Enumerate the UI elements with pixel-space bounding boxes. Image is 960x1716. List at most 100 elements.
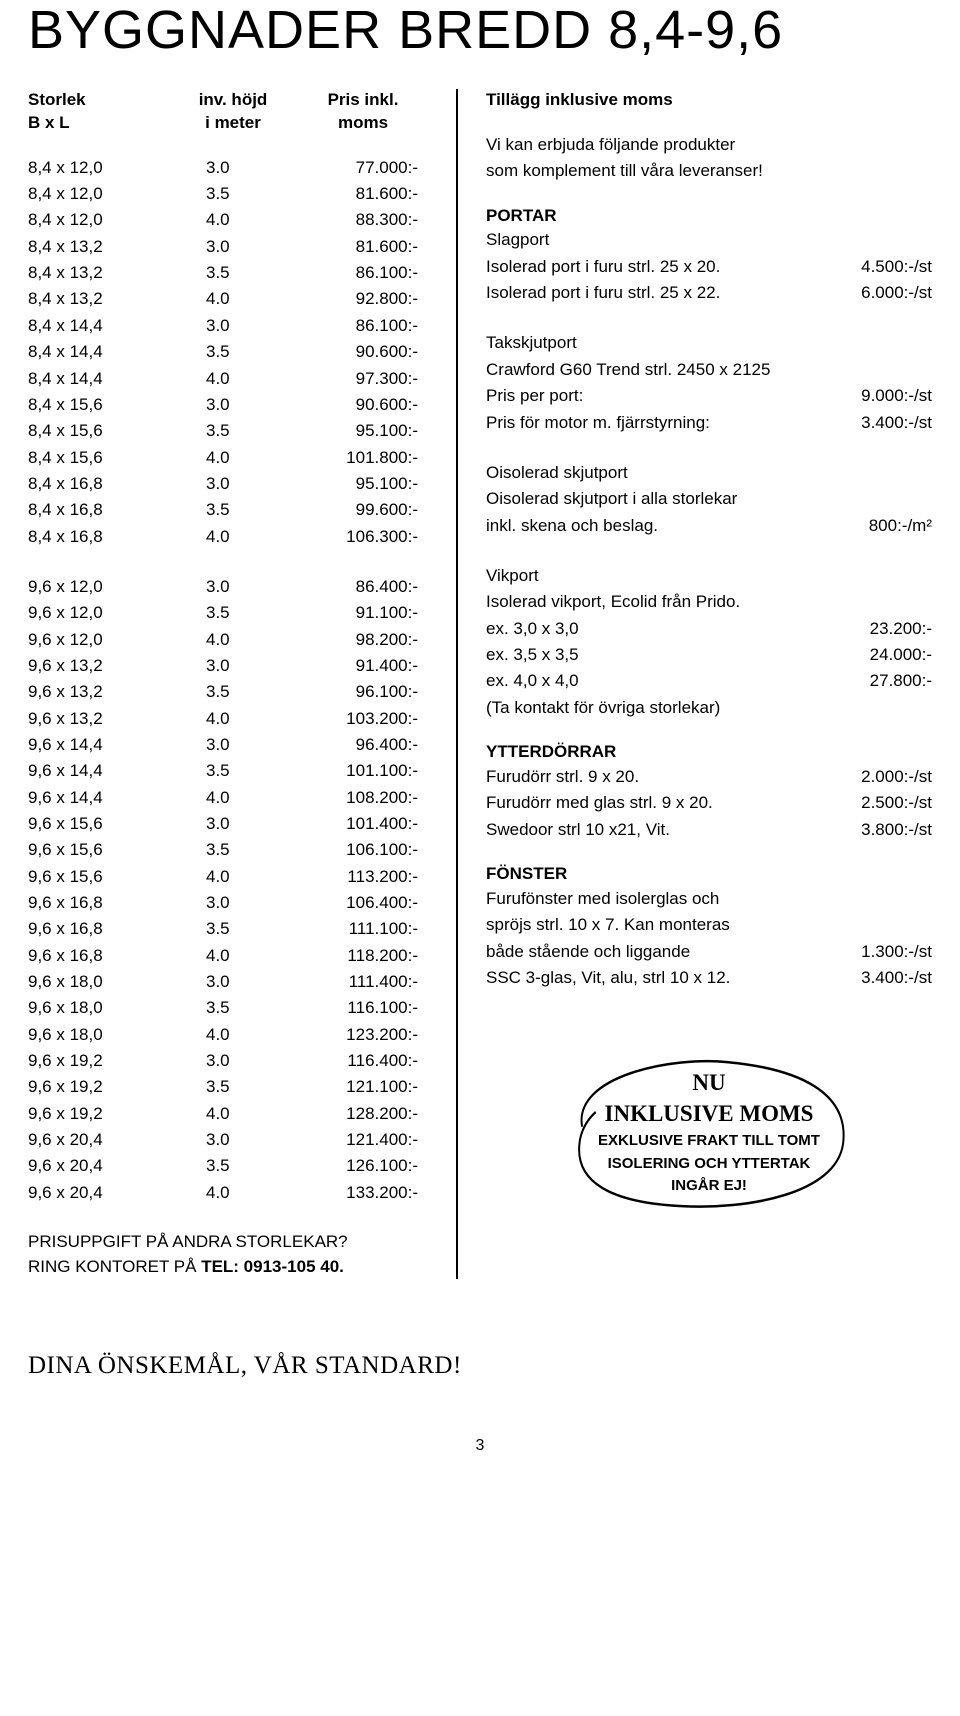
two-column-layout: Storlek B x L inv. höjd i meter Pris ink… bbox=[28, 89, 932, 1280]
height-cell: 3.0 bbox=[178, 392, 288, 418]
price-row: 9,6 x 14,43.096.400:- bbox=[28, 732, 438, 758]
height-cell: 3.0 bbox=[178, 890, 288, 916]
price-row: 9,6 x 15,63.0101.400:- bbox=[28, 811, 438, 837]
intro-line2: som komplement till våra leveranser! bbox=[486, 158, 932, 184]
price-cell: 116.400:- bbox=[288, 1048, 438, 1074]
ytter-row1: Furudörr strl. 9 x 20. 2.000:-/st bbox=[486, 764, 932, 790]
portar-row3: Pris per port: 9.000:-/st bbox=[486, 383, 932, 409]
row-label: både stående och liggande bbox=[486, 939, 812, 965]
height-cell: 4.0 bbox=[178, 1022, 288, 1048]
price-cell: 90.600:- bbox=[288, 392, 438, 418]
price-cell: 86.400:- bbox=[288, 574, 438, 600]
price-row: 8,4 x 16,83.095.100:- bbox=[28, 471, 438, 497]
price-row: 9,6 x 20,43.5126.100:- bbox=[28, 1153, 438, 1179]
height-cell: 4.0 bbox=[178, 445, 288, 471]
size-cell: 9,6 x 12,0 bbox=[28, 574, 178, 600]
portar-row7: ex. 3,5 x 3,5 24.000:- bbox=[486, 642, 932, 668]
price-row: 9,6 x 20,44.0133.200:- bbox=[28, 1180, 438, 1206]
price-row: 9,6 x 13,23.091.400:- bbox=[28, 653, 438, 679]
callout-badge: NU INKLUSIVE MOMS EXKLUSIVE FRAKT TILL T… bbox=[564, 1053, 854, 1212]
height-cell: 4.0 bbox=[178, 286, 288, 312]
vikport-line3: (Ta kontakt för övriga storlekar) bbox=[486, 695, 932, 721]
row-price: 27.800:- bbox=[812, 668, 932, 694]
vikport-line2: Isolerad vikport, Ecolid från Prido. bbox=[486, 589, 932, 615]
right-heading: Tillägg inklusive moms bbox=[486, 89, 932, 112]
price-cell: 91.400:- bbox=[288, 653, 438, 679]
fonster-row1: både stående och liggande 1.300:-/st bbox=[486, 939, 932, 965]
vikport-line1: Vikport bbox=[486, 563, 932, 589]
size-cell: 9,6 x 20,4 bbox=[28, 1180, 178, 1206]
size-cell: 8,4 x 14,4 bbox=[28, 313, 178, 339]
portar-slagport: Slagport bbox=[486, 227, 932, 253]
price-cell: 97.300:- bbox=[288, 366, 438, 392]
row-label: inkl. skena och beslag. bbox=[486, 513, 812, 539]
size-cell: 9,6 x 15,6 bbox=[28, 837, 178, 863]
height-cell: 3.5 bbox=[178, 679, 288, 705]
height-cell: 3.0 bbox=[178, 155, 288, 181]
price-row: 8,4 x 13,23.586.100:- bbox=[28, 260, 438, 286]
size-cell: 9,6 x 16,8 bbox=[28, 943, 178, 969]
footnote-line1: PRISUPPGIFT PÅ ANDRA STORLEKAR? bbox=[28, 1230, 438, 1255]
height-cell: 3.5 bbox=[178, 260, 288, 286]
portar-row6: ex. 3,0 x 3,0 23.200:- bbox=[486, 616, 932, 642]
size-cell: 8,4 x 13,2 bbox=[28, 260, 178, 286]
size-cell: 9,6 x 13,2 bbox=[28, 706, 178, 732]
price-block-84: 8,4 x 12,03.077.000:-8,4 x 12,03.581.600… bbox=[28, 155, 438, 550]
price-row: 9,6 x 16,84.0118.200:- bbox=[28, 943, 438, 969]
size-cell: 8,4 x 16,8 bbox=[28, 497, 178, 523]
row-label: Isolerad port i furu strl. 25 x 22. bbox=[486, 280, 812, 306]
price-row: 8,4 x 12,03.077.000:- bbox=[28, 155, 438, 181]
col1-h2: B x L bbox=[28, 112, 178, 135]
price-row: 8,4 x 13,24.092.800:- bbox=[28, 286, 438, 312]
callout-line5: INGÅR EJ! bbox=[598, 1176, 820, 1196]
fonster-line1: Furufönster med isolerglas och bbox=[486, 886, 932, 912]
price-cell: 103.200:- bbox=[288, 706, 438, 732]
size-cell: 9,6 x 15,6 bbox=[28, 864, 178, 890]
intro-line1: Vi kan erbjuda följande produkter bbox=[486, 132, 932, 158]
callout-line3: EXKLUSIVE FRAKT TILL TOMT bbox=[598, 1131, 820, 1151]
price-cell: 106.100:- bbox=[288, 837, 438, 863]
height-cell: 3.0 bbox=[178, 471, 288, 497]
price-cell: 101.800:- bbox=[288, 445, 438, 471]
col3-h2: moms bbox=[288, 112, 438, 135]
price-cell: 111.100:- bbox=[288, 916, 438, 942]
height-cell: 3.0 bbox=[178, 653, 288, 679]
price-cell: 108.200:- bbox=[288, 785, 438, 811]
height-cell: 4.0 bbox=[178, 706, 288, 732]
price-row: 9,6 x 12,04.098.200:- bbox=[28, 627, 438, 653]
size-cell: 8,4 x 12,0 bbox=[28, 207, 178, 233]
callout-inklusive: INKLUSIVE MOMS bbox=[598, 1098, 820, 1129]
price-cell: 133.200:- bbox=[288, 1180, 438, 1206]
row-price: 3.400:-/st bbox=[812, 410, 932, 436]
price-cell: 96.100:- bbox=[288, 679, 438, 705]
price-cell: 116.100:- bbox=[288, 995, 438, 1021]
height-cell: 3.0 bbox=[178, 574, 288, 600]
price-cell: 88.300:- bbox=[288, 207, 438, 233]
row-label: Swedoor strl 10 x21, Vit. bbox=[486, 817, 812, 843]
price-row: 9,6 x 13,23.596.100:- bbox=[28, 679, 438, 705]
size-cell: 8,4 x 14,4 bbox=[28, 366, 178, 392]
ytter-row3: Swedoor strl 10 x21, Vit. 3.800:-/st bbox=[486, 817, 932, 843]
price-row: 9,6 x 18,03.5116.100:- bbox=[28, 995, 438, 1021]
portar-row8: ex. 4,0 x 4,0 27.800:- bbox=[486, 668, 932, 694]
fonster-heading: FÖNSTER bbox=[486, 863, 932, 886]
price-row: 8,4 x 14,43.590.600:- bbox=[28, 339, 438, 365]
height-cell: 3.5 bbox=[178, 418, 288, 444]
price-row: 8,4 x 15,63.595.100:- bbox=[28, 418, 438, 444]
portar-heading: PORTAR bbox=[486, 205, 932, 228]
size-cell: 9,6 x 13,2 bbox=[28, 653, 178, 679]
height-cell: 3.5 bbox=[178, 600, 288, 626]
left-column: Storlek B x L inv. höjd i meter Pris ink… bbox=[28, 89, 458, 1280]
price-row: 8,4 x 12,04.088.300:- bbox=[28, 207, 438, 233]
size-cell: 8,4 x 13,2 bbox=[28, 234, 178, 260]
price-row: 9,6 x 12,03.591.100:- bbox=[28, 600, 438, 626]
price-row: 8,4 x 12,03.581.600:- bbox=[28, 181, 438, 207]
price-row: 9,6 x 18,03.0111.400:- bbox=[28, 969, 438, 995]
height-cell: 4.0 bbox=[178, 785, 288, 811]
height-cell: 3.5 bbox=[178, 837, 288, 863]
price-row: 9,6 x 19,23.5121.100:- bbox=[28, 1074, 438, 1100]
height-cell: 4.0 bbox=[178, 524, 288, 550]
price-cell: 101.400:- bbox=[288, 811, 438, 837]
price-row: 8,4 x 14,44.097.300:- bbox=[28, 366, 438, 392]
price-cell: 98.200:- bbox=[288, 627, 438, 653]
